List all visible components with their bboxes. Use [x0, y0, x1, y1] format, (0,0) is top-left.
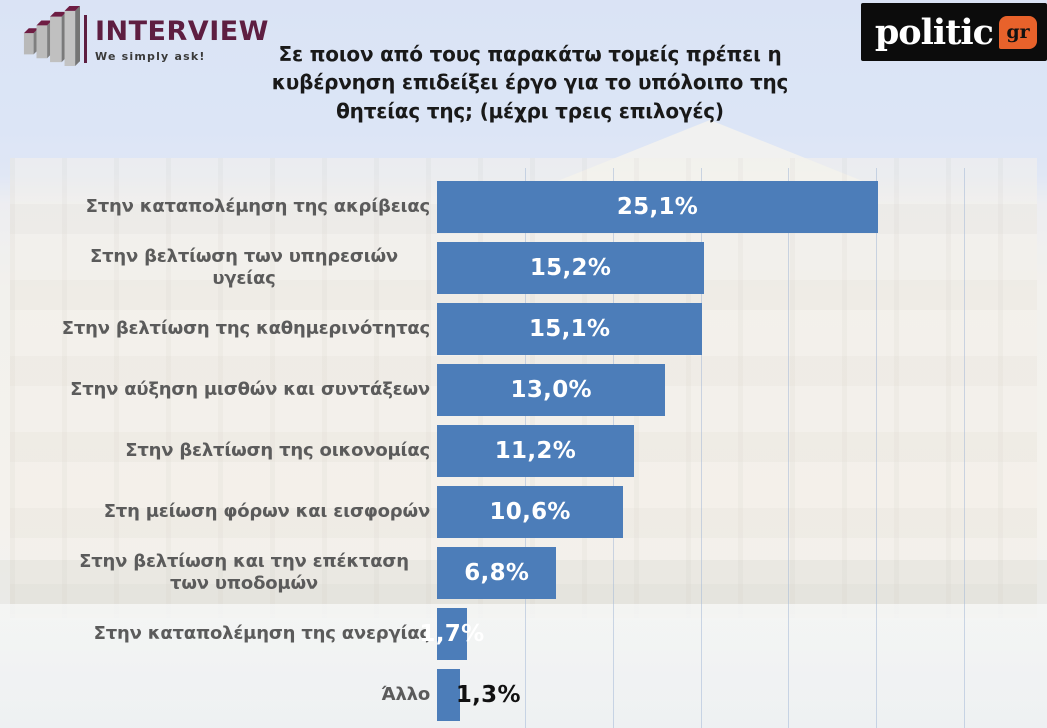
chart-row: Στην βελτίωση της οικονομίας 11,2%	[0, 425, 1047, 477]
category-label: Στην καταπολέμηση της ανεργίας	[93, 622, 431, 644]
value-label: 1,3%	[455, 682, 521, 708]
interview-logo: INTERVIEW We simply ask!	[22, 6, 269, 66]
chart-row: Στην καταπολέμηση της ανεργίας 1,7%	[0, 608, 1047, 660]
politic-gr-logo: politic gr	[860, 3, 1047, 61]
value-label: 13,0%	[510, 377, 592, 403]
value-label: 6,8%	[464, 560, 530, 586]
category-label: Στην βελτίωση και την επέκταση των υποδο…	[79, 550, 409, 595]
bar	[437, 547, 557, 599]
background-parliament-pediment	[545, 120, 875, 186]
category-label: Στην αύξηση μισθών και συντάξεων	[70, 378, 430, 400]
value-label: 1,7%	[419, 621, 485, 647]
bar	[437, 242, 705, 294]
chart-row: Στην βελτίωση και την επέκταση των υποδο…	[0, 547, 1047, 599]
chart-row: Στην βελτίωση των υπηρεσιών υγείας 15,2%	[0, 242, 1047, 294]
chart-row: Στη μείωση φόρων και εισφορών 10,6%	[0, 486, 1047, 538]
category-label: Στη μείωση φόρων και εισφορών	[103, 500, 431, 522]
value-label: 11,2%	[494, 438, 577, 464]
category-label: Στην καταπολέμηση της ακρίβειας	[85, 195, 431, 217]
chart-row: Άλλο 1,3%	[0, 669, 1047, 721]
bar	[437, 669, 460, 721]
category-label: Στην βελτίωση της καθημερινότητας	[61, 317, 430, 339]
chart-row: Στην βελτίωση της καθημερινότητας 15,1%	[0, 303, 1047, 355]
value-label: 10,6%	[489, 499, 571, 525]
bar	[437, 425, 634, 477]
value-label: 15,1%	[528, 316, 611, 342]
value-label: 25,1%	[616, 194, 699, 220]
chart-row: Στην καταπολέμηση της ακρίβειας 25,1%	[0, 181, 1047, 233]
bar	[437, 364, 666, 416]
interview-wordmark: INTERVIEW	[95, 16, 269, 47]
bar	[437, 181, 878, 233]
chart-title: Σε ποιον από τους παρακάτω τομείς πρέπει…	[271, 42, 789, 123]
gr-badge: gr	[999, 15, 1037, 49]
logo-divider	[84, 15, 87, 63]
category-label: Στην βελτίωση των υπηρεσιών υγείας	[90, 245, 398, 290]
bar	[437, 486, 624, 538]
value-label: 15,2%	[529, 255, 612, 281]
chart-row: Στην αύξηση μισθών και συντάξεων 13,0%	[0, 364, 1047, 416]
bar	[437, 608, 467, 660]
category-label: Στην βελτίωση της οικονομίας	[125, 439, 430, 461]
bar	[437, 303, 703, 355]
category-label: Άλλο	[381, 683, 430, 705]
bar-chart-logo-icon	[23, 6, 80, 66]
interview-tagline: We simply ask!	[95, 50, 206, 63]
politic-wordmark: politic	[874, 11, 994, 53]
